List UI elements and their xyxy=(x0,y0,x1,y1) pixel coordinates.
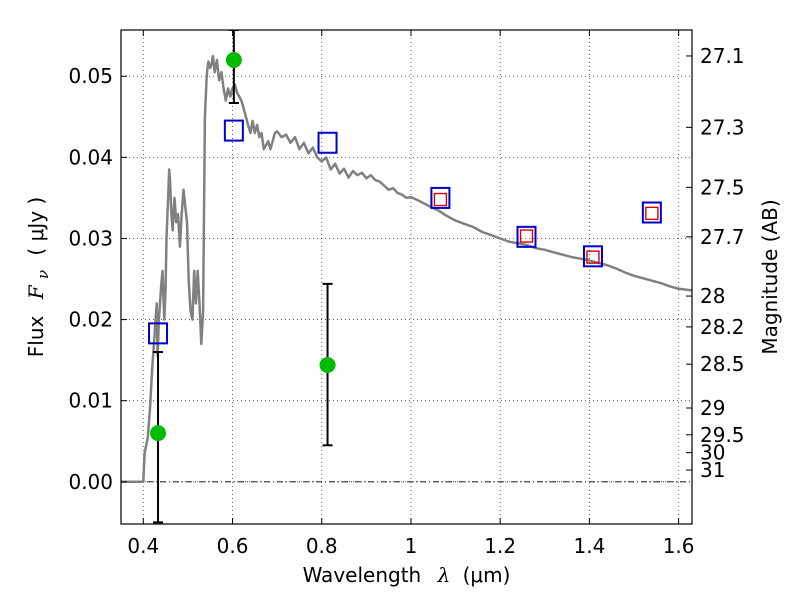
x-axis-unit: (μm) xyxy=(463,563,511,587)
y-tick-label: 0.04 xyxy=(68,145,113,169)
right-tick-label: 29.5 xyxy=(700,423,745,447)
x-axis-title: Wavelength λ (μm) xyxy=(303,563,511,587)
x-axis-title-text: Wavelength xyxy=(303,563,422,587)
y-tick-label: 0.05 xyxy=(68,64,113,88)
x-tick-label: 0.4 xyxy=(127,534,159,558)
right-tick-label: 30 xyxy=(700,441,725,465)
x-tick-label: 1.6 xyxy=(663,534,695,558)
x-tick-label: 1 xyxy=(405,534,418,558)
model-flux-square xyxy=(516,225,537,248)
photometry-point xyxy=(150,425,167,442)
right-tick-label: 29 xyxy=(700,396,725,420)
photometry-point xyxy=(319,357,336,374)
right-tick-label: 28.2 xyxy=(700,315,745,339)
right-tick-label: 31 xyxy=(700,458,725,482)
right-tick-label: 27.5 xyxy=(700,175,745,199)
x-tick-label: 0.6 xyxy=(217,534,249,558)
y-tick-label: 0.00 xyxy=(68,470,113,494)
y-axis-symbol-subscript: ν xyxy=(34,270,52,279)
y-tick-label: 0.02 xyxy=(68,308,113,332)
model-flux-small-square xyxy=(645,206,659,221)
model-flux-small-square xyxy=(519,229,534,243)
plot-area xyxy=(121,30,692,524)
y-tick-label: 0.03 xyxy=(68,226,113,250)
model-flux-small-square xyxy=(586,250,600,264)
y-tick-label: 0.01 xyxy=(68,389,113,413)
model-flux-square xyxy=(148,322,169,345)
x-tick-label: 1.4 xyxy=(573,534,605,558)
y-axis-unit: ( μJy ) xyxy=(24,197,48,256)
right-tick-label: 27.3 xyxy=(700,115,745,139)
y-axis-title-text: Flux xyxy=(24,315,48,357)
axis-ticks: 0.4 0.6 0.8 1 1.2 1.4 1.6 0.00 0.01 0.02 0.03 0.04 0… xyxy=(68,30,745,558)
model-flux-small-square xyxy=(433,192,448,207)
model-flux-square xyxy=(430,186,451,209)
right-axis-title: Magnitude (AB) xyxy=(758,199,782,354)
photometry-point xyxy=(225,52,242,69)
x-axis-symbol: λ xyxy=(437,563,451,587)
plot-frame xyxy=(120,29,693,525)
y-axis-title: Flux F ν ( μJy ) xyxy=(24,197,53,357)
y-axis-symbol: F xyxy=(24,284,48,300)
x-tick-label: 0.8 xyxy=(306,534,338,558)
right-tick-label: 27.7 xyxy=(700,225,745,249)
x-tick-label: 1.2 xyxy=(484,534,516,558)
model-flux-square xyxy=(223,119,244,142)
right-tick-label: 28 xyxy=(700,284,725,308)
right-tick-label: 28.5 xyxy=(700,352,745,376)
model-flux-square xyxy=(641,201,662,224)
model-spectrum-line xyxy=(121,54,692,484)
right-tick-label: 27.1 xyxy=(700,44,745,68)
model-flux-square xyxy=(317,131,338,154)
model-flux-square xyxy=(582,245,603,268)
